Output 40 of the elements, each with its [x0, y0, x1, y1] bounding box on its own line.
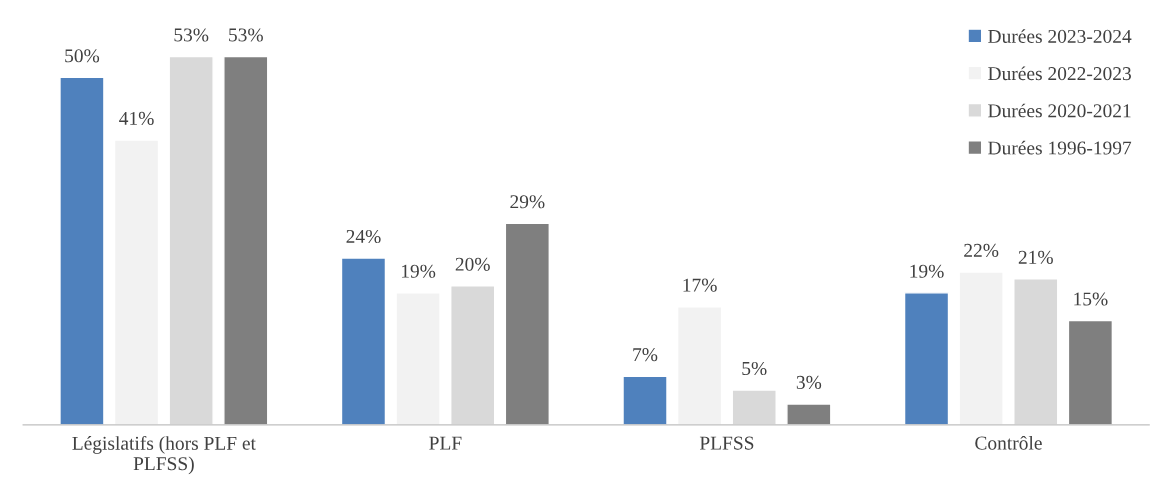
- data-label: 20%: [455, 257, 490, 271]
- bar: [622, 375, 668, 425]
- bar: [903, 292, 950, 425]
- bar: [450, 285, 496, 425]
- data-label: 21%: [1018, 250, 1053, 264]
- bar: [731, 389, 777, 425]
- bar: [395, 292, 441, 425]
- data-label: 3%: [796, 375, 822, 389]
- data-label: 41%: [119, 111, 154, 125]
- bar: [786, 403, 832, 425]
- bar: [223, 55, 269, 425]
- data-label: 24%: [346, 229, 381, 244]
- data-label: 19%: [401, 264, 436, 278]
- legend-label: Durées 2020-2021: [988, 103, 1131, 118]
- bar: [1013, 278, 1059, 425]
- data-label: 17%: [683, 278, 717, 292]
- bar: [504, 222, 550, 425]
- bar: [168, 55, 214, 425]
- data-label: 19%: [910, 264, 944, 278]
- data-label: 29%: [510, 195, 545, 209]
- bar: [59, 76, 105, 425]
- x-tick-label: PLFSS: [699, 436, 754, 450]
- legend-label: Durées 2022-2023: [988, 66, 1131, 81]
- bar: [958, 271, 1004, 425]
- data-label: 50%: [65, 49, 100, 63]
- data-label: 53%: [174, 28, 209, 42]
- bar: [1067, 319, 1114, 425]
- legend-label: Durées 1996-1997: [988, 140, 1132, 155]
- x-tick-label: Contrôle: [975, 435, 1042, 450]
- data-label: 53%: [229, 28, 263, 42]
- bar: [676, 306, 723, 425]
- bar: [340, 257, 387, 425]
- x-tick-label: Législatifs (hors PLF et PLFSS): [72, 435, 256, 475]
- data-label: 7%: [633, 348, 658, 362]
- data-label: 15%: [1074, 292, 1108, 306]
- legend-label: Durées 2023-2024: [988, 29, 1132, 43]
- x-tick-label: PLF: [429, 436, 462, 450]
- bar: [113, 139, 160, 425]
- data-label: 22%: [964, 243, 999, 257]
- data-label: 5%: [742, 361, 767, 376]
